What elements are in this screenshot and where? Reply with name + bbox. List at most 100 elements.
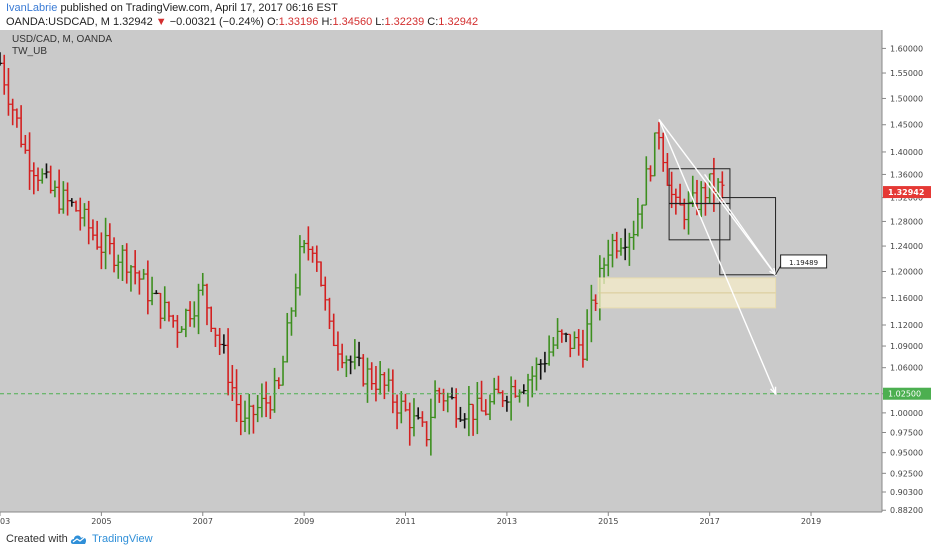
- down-triangle-icon: ▼: [155, 16, 167, 28]
- ohlc-bar: [572, 331, 577, 349]
- ohlc-bar: [513, 379, 518, 398]
- ohlc-bar: [18, 105, 24, 148]
- ohlc-bar: [660, 132, 666, 172]
- price-axis-panel: [882, 30, 932, 512]
- chart-area[interactable]: 1.60000 1.55000 1.50000 1.45000 1.40000 1.360…: [0, 30, 932, 530]
- plot-background: [0, 30, 882, 512]
- ohlc-bar: [124, 243, 129, 284]
- ohlc-bar: [546, 335, 552, 366]
- ohlc-bar: [170, 314, 176, 328]
- x-tick-label: 2015: [598, 517, 618, 526]
- ohlc-bar: [200, 272, 205, 296]
- ohlc-bar: [107, 223, 113, 255]
- ohlc-bar: [673, 188, 679, 215]
- ohlc-bar: [6, 68, 11, 116]
- ohlc-bar: [576, 329, 581, 356]
- ohlc-bar: [196, 283, 201, 335]
- ohlc-bar: [306, 226, 311, 261]
- high-label: H:: [321, 16, 333, 28]
- ohlc-bar: [703, 181, 708, 216]
- ohlc-bar: [234, 369, 239, 422]
- ohlc-bar: [504, 395, 510, 412]
- ohlc-bar: [487, 394, 493, 421]
- ohlc-bar: [584, 309, 590, 361]
- ohlc-bar: [175, 315, 180, 348]
- ohlc-bar: [424, 421, 429, 447]
- ohlc-bar: [217, 327, 222, 356]
- ohlc-bar: [103, 217, 108, 270]
- ohlc-bar: [432, 380, 438, 419]
- ohlc-bar: [238, 394, 243, 436]
- y-tick-label: 1.50000: [890, 94, 923, 103]
- ohlc-bar: [534, 357, 539, 391]
- ohlc-bar: [27, 132, 32, 190]
- ohlc-bar: [251, 404, 256, 434]
- high-value: 1.34560: [332, 16, 373, 28]
- y-tick-label: 0.95000: [890, 449, 923, 458]
- ohlc-bar: [344, 355, 349, 378]
- ohlc-bar: [40, 168, 45, 184]
- ohlc-bar: [335, 331, 341, 371]
- ohlc-bar: [627, 232, 632, 266]
- projection-box: [719, 197, 777, 276]
- ohlc-bar: [154, 290, 159, 295]
- tradingview-brand-link[interactable]: TradingView: [92, 533, 153, 545]
- arrow-head: [770, 386, 777, 396]
- ohlc-bar: [327, 297, 332, 330]
- ohlc-bar: [132, 250, 138, 285]
- indicator-label: TW_UB: [12, 46, 47, 57]
- ohlc-line: OANDA:USDCAD, M 1.32942 ▼ −0.00321 (−0.2…: [6, 16, 478, 28]
- ohlc-bar: [35, 167, 41, 192]
- ohlc-bar: [669, 171, 674, 209]
- ohlc-bar: [0, 52, 3, 66]
- ohlc-bar: [369, 362, 374, 390]
- ohlc-bar: [458, 406, 463, 422]
- x-tick-label: 2011: [395, 517, 415, 526]
- y-tick-label: 0.92500: [890, 469, 923, 478]
- ohlc-bar: [99, 232, 104, 270]
- ohlc-bar: [86, 200, 91, 245]
- ohlc-bar: [192, 301, 197, 328]
- ohlc-bar: [496, 375, 501, 394]
- low-label: L:: [375, 16, 385, 28]
- ohlc-bar: [563, 332, 569, 343]
- ohlc-bar: [606, 239, 611, 277]
- low-value: 1.32239: [384, 16, 425, 28]
- y-tick-label: 1.28000: [890, 217, 923, 226]
- ohlc-bar: [61, 181, 66, 214]
- ohlc-bar: [323, 276, 328, 311]
- ohlc-bar: [149, 276, 155, 306]
- ohlc-bar: [352, 339, 358, 370]
- price-chart[interactable]: 1.60000 1.55000 1.50000 1.45000 1.40000 1.360…: [0, 30, 932, 530]
- ohlc-bar: [377, 361, 383, 395]
- ohlc-bar: [145, 260, 151, 315]
- ohlc-bar: [420, 411, 425, 427]
- ohlc-bar: [483, 399, 488, 416]
- ohlc-bar: [10, 98, 15, 126]
- ohlc-bar: [559, 329, 565, 343]
- author-link[interactable]: IvanLabrie: [6, 2, 58, 14]
- ohlc-bar: [56, 169, 62, 214]
- ohlc-bar: [116, 254, 121, 279]
- ohlc-bar: [644, 156, 649, 206]
- ohlc-bar: [52, 180, 58, 198]
- ohlc-bar: [390, 369, 396, 414]
- ohlc-bar: [635, 197, 641, 237]
- ohlc-bar: [631, 220, 636, 250]
- ohlc-bar: [475, 381, 480, 435]
- ohlc-bar: [255, 395, 260, 423]
- ohlc-bar: [204, 283, 210, 326]
- ohlc-bar: [707, 173, 712, 204]
- y-tick-label: 1.06000: [890, 364, 923, 373]
- symbol-label: OANDA:USDCAD, M: [6, 16, 110, 28]
- y-tick-label: 1.55000: [890, 69, 923, 78]
- ohlc-bar: [462, 413, 467, 429]
- ohlc-bar: [280, 355, 286, 386]
- ohlc-bar: [394, 394, 400, 430]
- ohlc-bar: [382, 372, 387, 400]
- ohlc-bar: [166, 301, 172, 322]
- ohlc-bar: [690, 175, 695, 207]
- ohlc-bar: [686, 191, 691, 235]
- ohlc-bar: [44, 163, 49, 179]
- y-tick-label: 1.16000: [890, 294, 923, 303]
